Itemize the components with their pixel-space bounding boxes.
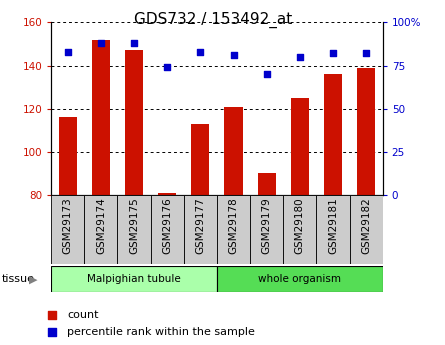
Point (230, 52, 237, 58)
Text: GSM29178: GSM29178 (229, 197, 239, 254)
Point (197, 49, 204, 55)
Point (363, 51, 370, 56)
Bar (217, 195, 250, 264)
Bar (350, 195, 383, 264)
Text: GSM29182: GSM29182 (361, 197, 371, 254)
Bar (125, 50, 143, 195)
Point (299, 78, 306, 84)
Point (263, 71, 270, 77)
Text: GSM29177: GSM29177 (195, 197, 205, 254)
Point (64, 49, 71, 55)
Text: GSM29173: GSM29173 (63, 197, 73, 254)
Bar (51, 266, 217, 292)
Bar (150, 195, 184, 264)
Bar (357, 68, 375, 195)
Bar (316, 195, 350, 264)
Bar (224, 107, 243, 195)
Point (296, 54, 303, 60)
Text: whole organism: whole organism (258, 274, 341, 284)
Text: tissue: tissue (2, 275, 35, 284)
Bar (283, 195, 316, 264)
Text: GSM29175: GSM29175 (129, 197, 139, 254)
Bar (85, 195, 117, 264)
Bar (158, 193, 176, 195)
Text: GDS732 / 153492_at: GDS732 / 153492_at (134, 12, 293, 28)
Bar (117, 195, 150, 264)
Text: GSM29181: GSM29181 (328, 197, 338, 254)
Text: GSM29176: GSM29176 (162, 197, 172, 254)
Point (329, 51, 336, 56)
Text: GSM29179: GSM29179 (262, 197, 271, 254)
Bar (191, 124, 210, 195)
Bar (51, 195, 84, 264)
Text: ▶: ▶ (29, 275, 38, 284)
Bar (184, 195, 217, 264)
Point (299, 234, 306, 239)
Text: Malpighian tubule: Malpighian tubule (87, 274, 181, 284)
Point (97, 40, 105, 46)
Bar (92, 40, 110, 195)
Text: percentile rank within the sample: percentile rank within the sample (67, 327, 255, 337)
Point (164, 65, 171, 70)
Bar (291, 98, 309, 195)
Bar (258, 173, 276, 195)
Text: GSM29174: GSM29174 (96, 197, 106, 254)
Point (130, 40, 138, 46)
Bar (250, 195, 283, 264)
Text: count: count (67, 310, 99, 320)
Bar (59, 117, 77, 195)
Text: GSM29180: GSM29180 (295, 197, 305, 254)
Bar (324, 74, 342, 195)
Bar (217, 266, 383, 292)
